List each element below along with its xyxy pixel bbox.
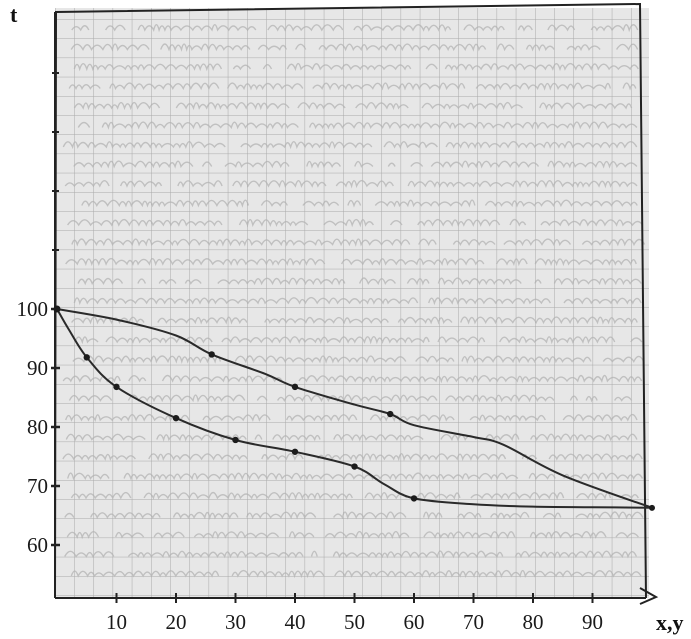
- x-tick-label: 70: [463, 610, 484, 634]
- data-point: [208, 351, 215, 358]
- handwriting-line: [70, 569, 642, 579]
- y-tick-label: 70: [27, 474, 48, 498]
- data-point: [53, 305, 61, 313]
- curve-upper: [56, 308, 653, 509]
- handwriting-line: [65, 413, 638, 422]
- x-axis-arrow: [639, 587, 659, 605]
- handwriting-line: [64, 511, 644, 521]
- curve-lower: [56, 308, 653, 509]
- data-point: [387, 410, 394, 418]
- x-tick-label: 50: [344, 610, 365, 634]
- y-axis-title: t: [10, 2, 18, 27]
- data-point: [113, 383, 120, 391]
- x-tick-label: 80: [523, 610, 544, 634]
- y-tick-labels: 60 70 80 90 100: [17, 297, 49, 557]
- handwriting-line: [62, 140, 638, 150]
- data-point: [83, 354, 90, 361]
- x-tick-label: 60: [404, 610, 425, 634]
- y-tick-label: 80: [27, 415, 48, 439]
- handwriting-line: [70, 491, 639, 501]
- data-point: [649, 504, 655, 511]
- x-tick-label: 90: [582, 610, 603, 634]
- handwriting-line: [64, 179, 638, 189]
- data-point: [172, 414, 180, 422]
- x-tick-label: 30: [225, 610, 246, 634]
- handwriting-line: [71, 23, 639, 33]
- handwriting-line: [65, 257, 637, 267]
- handwriting-line: [62, 374, 643, 384]
- handwriting-line: [73, 296, 642, 306]
- x-tick-label: 20: [166, 610, 187, 634]
- plot-background: [55, 8, 649, 598]
- y-tick-label: 60: [27, 533, 48, 557]
- handwriting-line: [81, 199, 638, 208]
- y-tick-label: 90: [27, 356, 48, 380]
- handwriting-texture: [62, 23, 660, 579]
- data-point: [232, 436, 239, 444]
- x-tick-marks: [115, 593, 594, 603]
- x-tick-labels: 10 20 30 40 50 60 70 80 90: [106, 610, 603, 634]
- handwriting-line: [64, 550, 638, 559]
- x-tick-label: 10: [106, 610, 127, 634]
- data-point: [291, 448, 299, 455]
- handwriting-line: [65, 433, 638, 442]
- x-axis-title: x,y: [656, 610, 684, 635]
- x-tick-label: 40: [285, 610, 306, 634]
- data-point: [351, 463, 358, 470]
- handwriting-line: [72, 355, 645, 365]
- data-markers: [53, 305, 655, 511]
- handwriting-line: [77, 121, 638, 130]
- curves: [56, 308, 653, 509]
- data-point: [410, 495, 418, 502]
- handwriting-line: [73, 160, 638, 169]
- handwriting-line: [68, 82, 637, 91]
- y-tick-label: 100: [17, 297, 49, 321]
- data-point: [291, 383, 299, 391]
- handwriting-line: [74, 335, 643, 345]
- handwriting-line: [66, 530, 639, 540]
- handwriting-line: [77, 277, 642, 286]
- handwriting-line: [73, 62, 639, 72]
- handwriting-line: [67, 472, 644, 481]
